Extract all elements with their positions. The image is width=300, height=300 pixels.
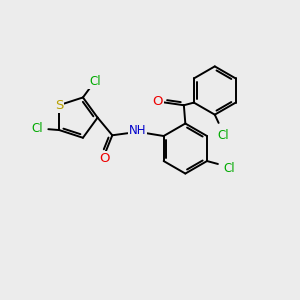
Text: S: S (55, 99, 63, 112)
Text: Cl: Cl (89, 75, 100, 88)
Text: Cl: Cl (218, 129, 230, 142)
Text: Cl: Cl (31, 122, 43, 135)
Text: O: O (152, 95, 163, 108)
Text: Cl: Cl (224, 162, 236, 175)
Text: NH: NH (129, 124, 146, 137)
Text: O: O (100, 152, 110, 165)
